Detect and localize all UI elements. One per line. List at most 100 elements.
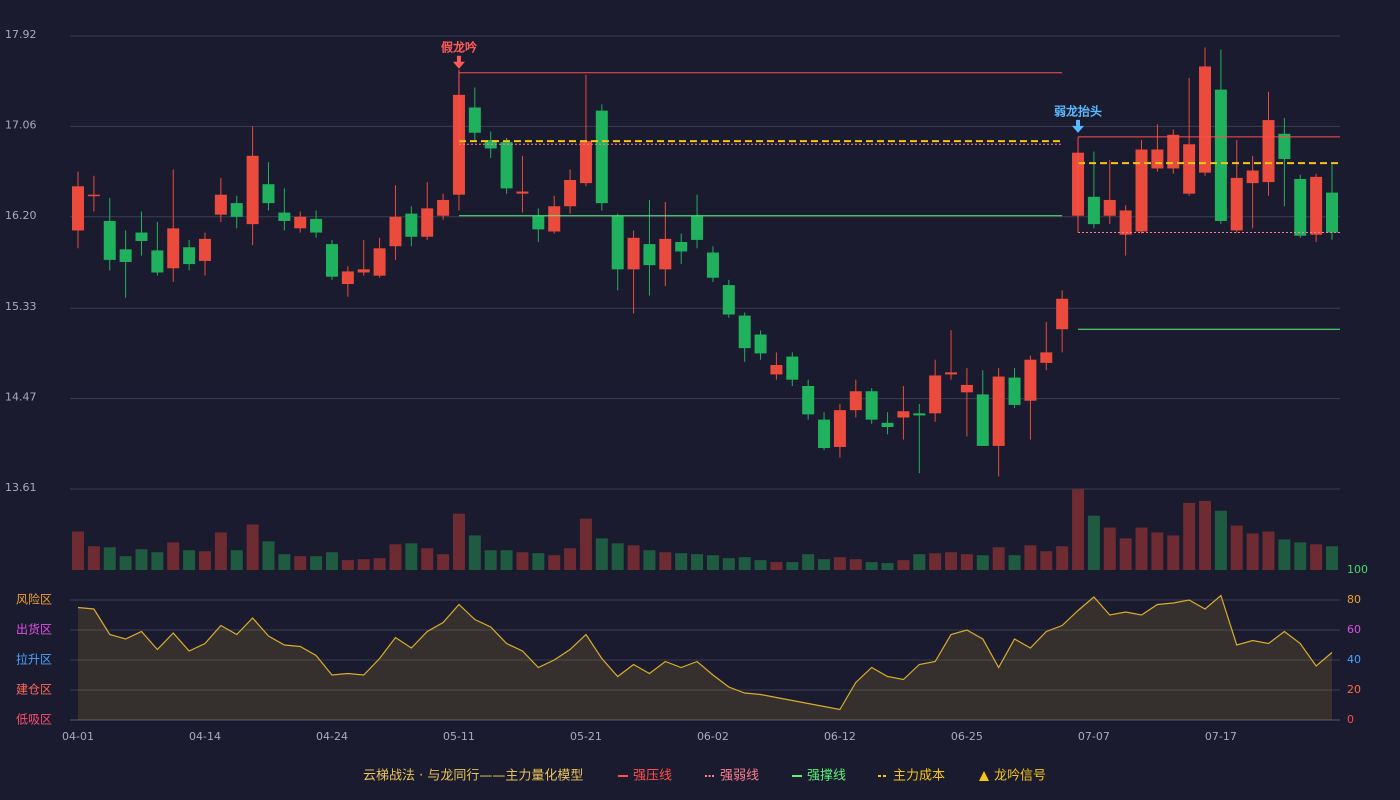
x-tick-label: 06-02	[697, 730, 729, 743]
volume-bar	[611, 543, 624, 570]
volume-bar	[1199, 500, 1212, 570]
candle-body	[659, 238, 672, 270]
zone-label: 拉升区	[16, 652, 52, 667]
volume-bar	[786, 562, 799, 570]
candle-body	[833, 410, 846, 447]
candle-body	[1119, 210, 1132, 235]
candle-body	[373, 248, 386, 276]
volume-bar	[1024, 545, 1037, 570]
volume-bar	[992, 547, 1005, 570]
candle-body	[151, 250, 164, 273]
volume-bar	[151, 552, 164, 570]
candle-body	[929, 375, 942, 414]
volume-bar	[1262, 531, 1275, 570]
candle-body	[405, 213, 418, 237]
candle-body	[1167, 134, 1180, 169]
candle-body	[1103, 199, 1116, 216]
y-tick-label: 17.06	[5, 118, 37, 131]
x-tick-label: 06-12	[824, 730, 856, 743]
y-tick-label: 17.92	[5, 28, 37, 41]
candle-body	[1040, 352, 1053, 363]
volume-bar	[1230, 525, 1243, 570]
x-tick-label: 05-21	[570, 730, 602, 743]
candle-body	[1183, 144, 1196, 194]
x-tick-label: 07-17	[1205, 730, 1237, 743]
volume-bar	[738, 557, 751, 570]
candle-body	[1278, 133, 1291, 159]
candle-body	[262, 184, 275, 204]
candle-body	[786, 356, 799, 380]
volume-bar	[452, 513, 465, 570]
volume-bar	[722, 558, 735, 570]
signal-arrow	[1072, 119, 1085, 133]
volume-bar	[929, 553, 942, 570]
volume-bar	[532, 553, 545, 570]
osc-tick-label: 60	[1347, 623, 1361, 636]
candle-body	[214, 194, 227, 215]
candle-body	[1294, 178, 1307, 236]
volume-bar	[706, 555, 719, 570]
legend-label: 强弱线	[720, 769, 759, 784]
candle-body	[754, 334, 767, 354]
candle-body	[72, 186, 84, 231]
candle-body	[437, 199, 450, 216]
candle-body	[1262, 120, 1275, 183]
volume-bar	[167, 542, 180, 570]
candle-body	[183, 247, 196, 265]
volume-bar	[278, 554, 291, 570]
volume-bar	[1103, 527, 1116, 570]
legend-title: 云梯战法 · 与龙同行——主力量化模型	[363, 769, 583, 784]
candle-body	[579, 141, 592, 184]
legend-label: 强压线	[633, 769, 672, 784]
legend-label: 主力成本	[893, 769, 945, 784]
volume-bar	[1326, 546, 1338, 570]
candle-body	[135, 232, 148, 241]
volume-bar	[675, 553, 688, 570]
volume-bar	[103, 547, 116, 570]
candle-body	[691, 215, 704, 240]
volume-bar	[960, 554, 973, 570]
candle-body	[1135, 149, 1148, 232]
zone-label: 出货区	[16, 622, 52, 637]
candle-body	[897, 411, 910, 418]
volume-bar	[881, 563, 894, 570]
volume-bar	[437, 554, 450, 570]
y-tick-label: 16.20	[5, 209, 37, 222]
volume-bar	[357, 559, 370, 570]
candle-body	[818, 419, 831, 449]
candle-body	[548, 206, 561, 232]
candle-body	[706, 252, 719, 278]
volume-bar	[1008, 555, 1021, 570]
candle-body	[1087, 196, 1100, 225]
volume-bar	[119, 556, 132, 570]
volume-bar	[1278, 539, 1291, 570]
candle-body	[865, 391, 878, 420]
volume-bar	[246, 524, 259, 570]
volume-bar	[1056, 546, 1069, 570]
candle-body	[357, 269, 370, 273]
candle-body	[722, 285, 735, 315]
volume-bar	[72, 531, 84, 570]
candle-body	[976, 394, 989, 446]
volume-bar	[1167, 535, 1180, 570]
volume-bar	[1119, 538, 1132, 570]
candle-body	[1310, 176, 1323, 235]
volume-bar	[1040, 551, 1053, 570]
volume-bar	[516, 552, 529, 570]
candle-body	[802, 385, 815, 415]
volume-bar	[341, 560, 354, 570]
candle-body	[992, 376, 1005, 446]
y-tick-label: 15.33	[5, 300, 37, 313]
signal-arrow	[452, 55, 465, 69]
volume-bar	[770, 562, 783, 570]
volume-bar	[1310, 544, 1323, 570]
volume-bar	[976, 555, 989, 570]
candle-body	[595, 110, 608, 204]
volume-bar	[579, 518, 592, 570]
candle-body	[516, 191, 529, 194]
volume-bar	[198, 551, 211, 570]
osc-tick-label: 40	[1347, 653, 1361, 666]
candle-body	[1230, 177, 1243, 231]
candle-body	[611, 215, 624, 270]
candle-body	[389, 216, 402, 247]
